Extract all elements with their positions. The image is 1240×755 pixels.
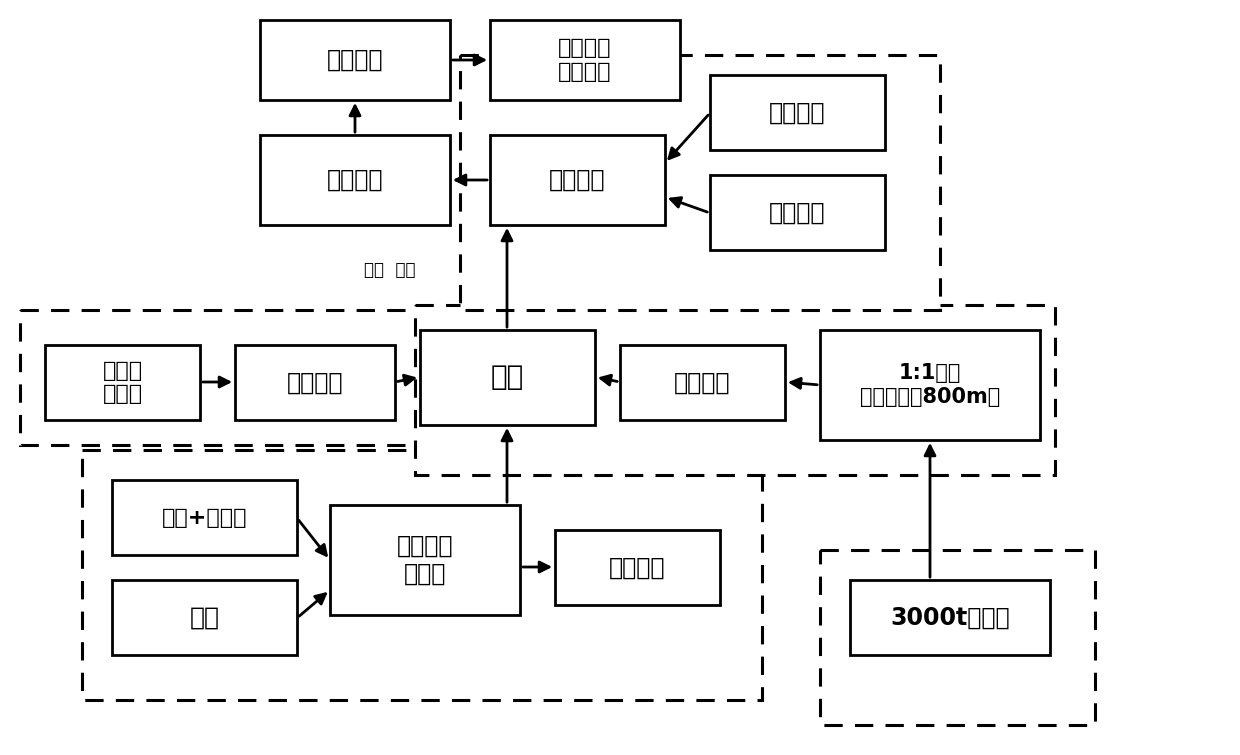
Bar [260, 135, 450, 225]
Bar [460, 55, 940, 310]
Text: 动力相似: 动力相似 [769, 100, 826, 125]
Text: 型煤: 型煤 [491, 363, 525, 392]
Text: 封堵水压: 封堵水压 [327, 168, 383, 192]
Bar [20, 310, 420, 445]
Bar [330, 505, 520, 615]
Text: 围压环境: 围压环境 [675, 371, 730, 395]
Text: 相似关系: 相似关系 [549, 168, 606, 192]
Text: 煤粉+粘合剂: 煤粉+粘合剂 [161, 507, 247, 528]
Bar [490, 135, 665, 225]
Text: 试验  测试: 试验 测试 [365, 261, 415, 279]
Bar [415, 305, 1055, 475]
Text: 1:1模拟
（最大埋深800m）: 1:1模拟 （最大埋深800m） [859, 363, 1001, 407]
Text: 水力增
透系统: 水力增 透系统 [103, 361, 143, 404]
Bar [711, 75, 885, 150]
Bar [849, 580, 1050, 655]
Text: 反演计算: 反演计算 [327, 48, 383, 72]
Bar [260, 20, 450, 100]
Bar [112, 480, 298, 555]
Text: 力学参数
渗透率: 力学参数 渗透率 [397, 534, 454, 586]
Bar [112, 580, 298, 655]
Bar [820, 330, 1040, 440]
Bar [45, 345, 200, 420]
Bar [236, 345, 396, 420]
Text: 预测现场
封孔能力: 预测现场 封孔能力 [558, 39, 611, 82]
Text: 优选配比: 优选配比 [609, 556, 666, 580]
Text: 几何相似: 几何相似 [769, 201, 826, 224]
Bar [82, 450, 763, 700]
Bar [620, 345, 785, 420]
Bar [820, 550, 1095, 725]
Bar [490, 20, 680, 100]
Bar [420, 330, 595, 425]
Text: 原煤: 原煤 [190, 606, 219, 630]
Text: 水压环境: 水压环境 [286, 371, 343, 395]
Text: 3000t压力机: 3000t压力机 [890, 606, 1009, 630]
Bar [556, 530, 720, 605]
Bar [711, 175, 885, 250]
